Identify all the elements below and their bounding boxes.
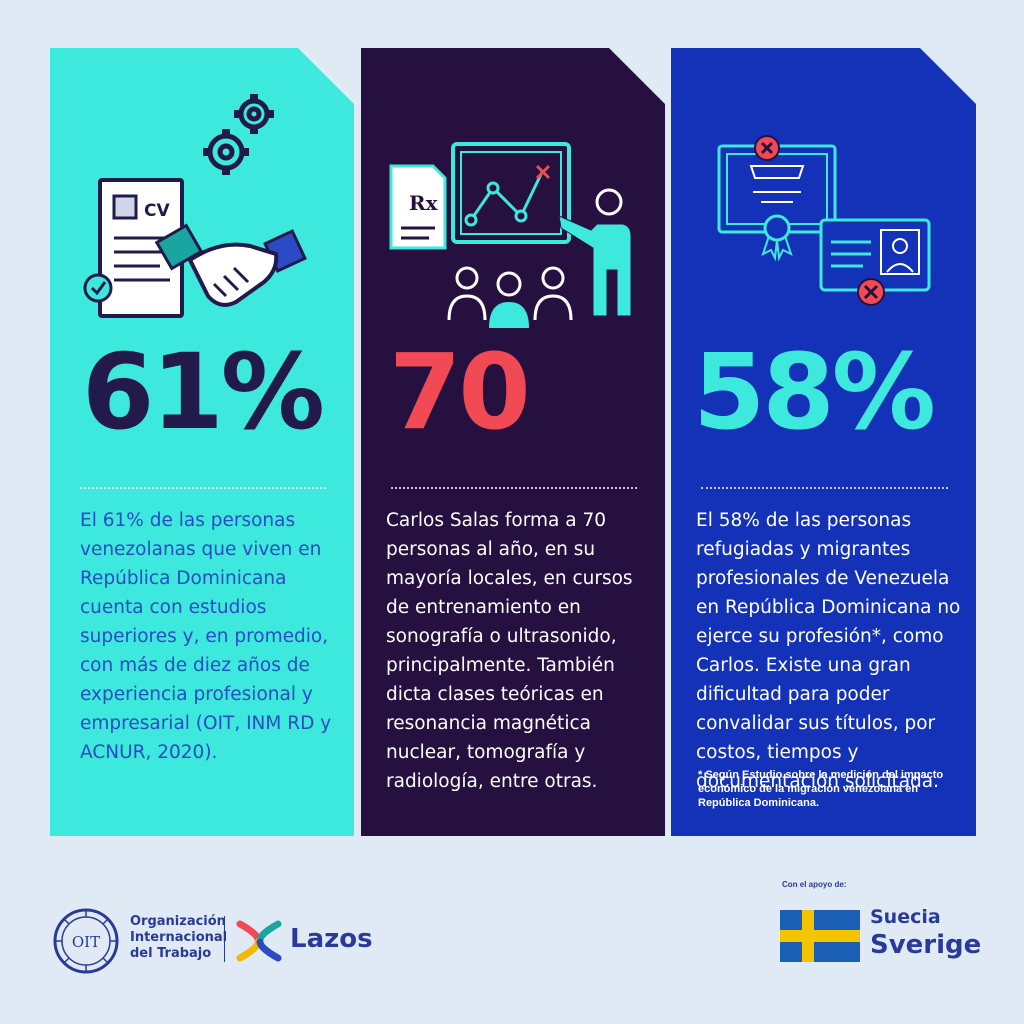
stat-description: El 61% de las personas venezolanas que v… — [80, 510, 332, 763]
corner-fold — [920, 48, 976, 104]
stat-card-education: CV 61% El 61% de las personas venezolana… — [50, 48, 354, 836]
divider-line — [701, 487, 948, 489]
cv-handshake-icon: CV — [83, 94, 307, 318]
oit-emblem-icon: OIT — [53, 908, 119, 974]
corner-fold — [298, 48, 354, 104]
source-footnote: * Según Estudio sobre la medición del im… — [698, 769, 944, 809]
sweden-flag-icon — [780, 910, 860, 962]
classroom-presentation-icon: Rx — [389, 142, 632, 328]
stat-value: 70 — [389, 331, 531, 453]
rx-label: Rx — [409, 191, 439, 215]
stat-description: Carlos Salas forma a 70 personas al año,… — [386, 510, 633, 792]
oit-name: Organización Internacional del Trabajo — [130, 914, 228, 961]
partner-logos: OIT Organización Internacional del Traba… — [50, 900, 390, 980]
stat-value: 61% — [82, 331, 325, 453]
lazos-logo-icon — [236, 920, 282, 962]
suecia-label: Suecia — [870, 906, 941, 928]
stat-value: 58% — [693, 331, 936, 453]
cv-label: CV — [144, 201, 170, 221]
oit-emblem-text: OIT — [72, 933, 100, 951]
divider-line — [391, 487, 637, 489]
stat-description: El 58% de las personas refugiadas y migr… — [696, 510, 961, 792]
corner-fold — [609, 48, 665, 104]
logo-divider — [224, 916, 225, 962]
stat-card-profession: 58% El 58% de las personas refugiadas y … — [671, 48, 976, 836]
diploma-id-rejected-icon — [717, 135, 931, 306]
divider-line — [80, 487, 326, 489]
sverige-label: Sverige — [870, 930, 982, 960]
sweden-sponsor: Con el apoyo de: Suecia Sverige — [780, 880, 982, 980]
support-label: Con el apoyo de: — [782, 880, 847, 889]
stat-card-training: Rx 70 Carlos Salas forma a 70 personas a… — [361, 48, 665, 836]
lazos-name: Lazos — [290, 924, 373, 954]
